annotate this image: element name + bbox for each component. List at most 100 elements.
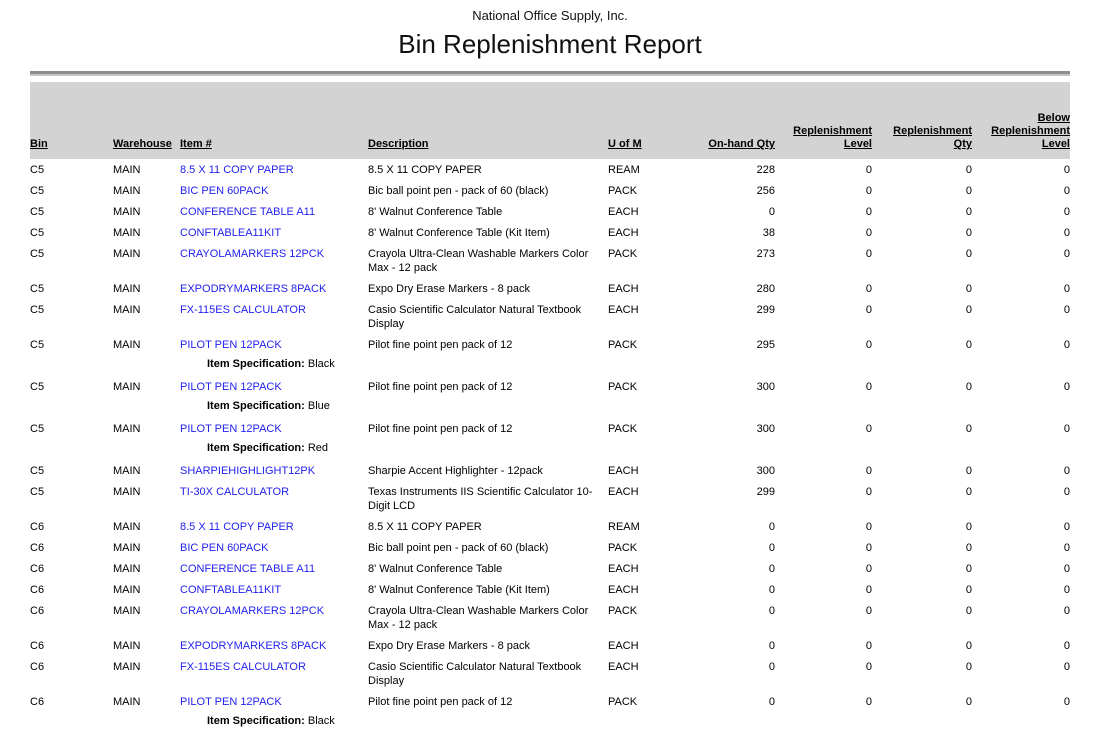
uom-cell: EACH: [608, 304, 639, 316]
below-replenishment-level-cell: 0: [1063, 423, 1070, 435]
column-header-uom: U of M: [608, 82, 678, 159]
item-number-link[interactable]: TI-30X CALCULATOR: [180, 486, 290, 498]
item-number-link[interactable]: PILOT PEN 12PACK: [180, 696, 282, 708]
replenishment-qty-cell: 0: [965, 339, 972, 351]
warehouse-cell: MAIN: [113, 465, 141, 477]
onhand-qty-cell: 228: [756, 164, 775, 176]
item-number-link[interactable]: FX-115ES CALCULATOR: [180, 304, 306, 316]
warehouse-cell: MAIN: [113, 521, 141, 533]
replenishment-level-cell: 0: [865, 584, 872, 596]
bin-cell: C5: [30, 248, 45, 260]
warehouse-cell: MAIN: [113, 563, 141, 575]
item-number-link[interactable]: FX-115ES CALCULATOR: [180, 661, 306, 673]
item-number-link[interactable]: CONFTABLEA11KIT: [180, 584, 282, 596]
item-number-link[interactable]: SHARPIEHIGHLIGHT12PK: [180, 465, 316, 477]
item-number-link[interactable]: BIC PEN 60PACK: [180, 185, 269, 197]
column-header-item: Item #: [180, 82, 368, 159]
item-specification-value: Red: [307, 442, 329, 454]
replenishment-level-cell: 0: [865, 248, 872, 260]
replenishment-level-cell: 0: [865, 521, 872, 533]
warehouse-cell: MAIN: [113, 584, 141, 596]
uom-cell: EACH: [608, 465, 639, 477]
onhand-qty-cell: 300: [756, 423, 775, 435]
below-replenishment-level-cell: 0: [1063, 206, 1070, 218]
description-cell: Pilot fine point pen pack of 12: [368, 339, 513, 351]
description-cell: Pilot fine point pen pack of 12: [368, 423, 513, 435]
item-number-link[interactable]: EXPODRYMARKERS 8PACK: [180, 283, 327, 295]
uom-cell: EACH: [608, 486, 639, 498]
item-number-link[interactable]: CRAYOLAMARKERS 12PCK: [180, 248, 325, 260]
table-row: C5 MAIN CRAYOLAMARKERS 12PCK Crayola Ult…: [30, 243, 1070, 278]
replenishment-level-cell: 0: [865, 661, 872, 673]
description-cell: Texas Instruments IIS Scientific Calcula…: [368, 486, 593, 512]
below-replenishment-level-cell: 0: [1063, 283, 1070, 295]
item-number-link[interactable]: EXPODRYMARKERS 8PACK: [180, 640, 327, 652]
description-cell: Sharpie Accent Highlighter - 12pack: [368, 465, 543, 477]
onhand-qty-cell: 280: [756, 283, 775, 295]
item-number-cell: CONFERENCE TABLE A11: [180, 558, 368, 579]
table-row: C5 MAIN FX-115ES CALCULATOR Casio Scient…: [30, 299, 1070, 334]
warehouse-cell: MAIN: [113, 227, 141, 239]
warehouse-cell: MAIN: [113, 696, 141, 708]
replenishment-qty-cell: 0: [965, 486, 972, 498]
item-number-link[interactable]: PILOT PEN 12PACK: [180, 381, 282, 393]
item-number-link[interactable]: CONFERENCE TABLE A11: [180, 206, 316, 218]
item-specification-row: Item Specification: Red: [30, 439, 1070, 460]
replenishment-level-cell: 0: [865, 423, 872, 435]
description-cell: Pilot fine point pen pack of 12: [368, 696, 513, 708]
item-number-cell: CONFTABLEA11KIT: [180, 579, 368, 600]
item-number-link[interactable]: CRAYOLAMARKERS 12PCK: [180, 605, 325, 617]
item-number-link[interactable]: CONFTABLEA11KIT: [180, 227, 282, 239]
item-specification-label: Item Specification:: [207, 358, 305, 370]
onhand-qty-cell: 0: [768, 206, 775, 218]
onhand-qty-cell: 0: [768, 521, 775, 533]
warehouse-cell: MAIN: [113, 164, 141, 176]
uom-cell: PACK: [608, 423, 638, 435]
replenishment-qty-cell: 0: [965, 185, 972, 197]
item-number-cell: FX-115ES CALCULATOR: [180, 656, 368, 691]
warehouse-cell: MAIN: [113, 304, 141, 316]
below-replenishment-level-cell: 0: [1063, 164, 1070, 176]
below-replenishment-level-cell: 0: [1063, 563, 1070, 575]
replenishment-qty-cell: 0: [965, 542, 972, 554]
bin-cell: C6: [30, 563, 45, 575]
description-cell: Pilot fine point pen pack of 12: [368, 381, 513, 393]
below-replenishment-level-cell: 0: [1063, 542, 1070, 554]
replenishment-qty-cell: 0: [965, 521, 972, 533]
item-specification-cell: Item Specification: Black: [180, 712, 608, 733]
bin-cell: C5: [30, 283, 45, 295]
bin-cell: C5: [30, 423, 45, 435]
onhand-qty-cell: 0: [768, 542, 775, 554]
item-number-link[interactable]: BIC PEN 60PACK: [180, 542, 269, 554]
item-specification-value: Black: [307, 358, 335, 370]
bin-cell: C5: [30, 164, 45, 176]
uom-cell: EACH: [608, 206, 639, 218]
warehouse-cell: MAIN: [113, 248, 141, 260]
replenishment-level-cell: 0: [865, 605, 872, 617]
description-cell: Casio Scientific Calculator Natural Text…: [368, 304, 582, 330]
below-replenishment-level-cell: 0: [1063, 381, 1070, 393]
replenishment-qty-cell: 0: [965, 696, 972, 708]
item-number-link[interactable]: CONFERENCE TABLE A11: [180, 563, 316, 575]
onhand-qty-cell: 299: [756, 304, 775, 316]
table-row: C5 MAIN 8.5 X 11 COPY PAPER 8.5 X 11 COP…: [30, 159, 1070, 180]
below-replenishment-level-cell: 0: [1063, 605, 1070, 617]
column-header-onhand-qty: On-hand Qty: [678, 82, 775, 159]
item-number-link[interactable]: PILOT PEN 12PACK: [180, 423, 282, 435]
replenishment-qty-cell: 0: [965, 248, 972, 260]
onhand-qty-cell: 0: [768, 584, 775, 596]
uom-cell: EACH: [608, 563, 639, 575]
below-replenishment-level-cell: 0: [1063, 304, 1070, 316]
bin-cell: C6: [30, 542, 45, 554]
column-header-below-replenishment-level: Below Replenishment Level: [972, 82, 1070, 159]
item-number-link[interactable]: PILOT PEN 12PACK: [180, 339, 282, 351]
item-number-link[interactable]: 8.5 X 11 COPY PAPER: [180, 521, 294, 533]
replenishment-level-cell: 0: [865, 563, 872, 575]
item-number-cell: CRAYOLAMARKERS 12PCK: [180, 243, 368, 278]
bin-cell: C6: [30, 661, 45, 673]
warehouse-cell: MAIN: [113, 206, 141, 218]
item-number-link[interactable]: 8.5 X 11 COPY PAPER: [180, 164, 294, 176]
table-row: C6 MAIN PILOT PEN 12PACK Pilot fine poin…: [30, 691, 1070, 712]
uom-cell: PACK: [608, 542, 638, 554]
